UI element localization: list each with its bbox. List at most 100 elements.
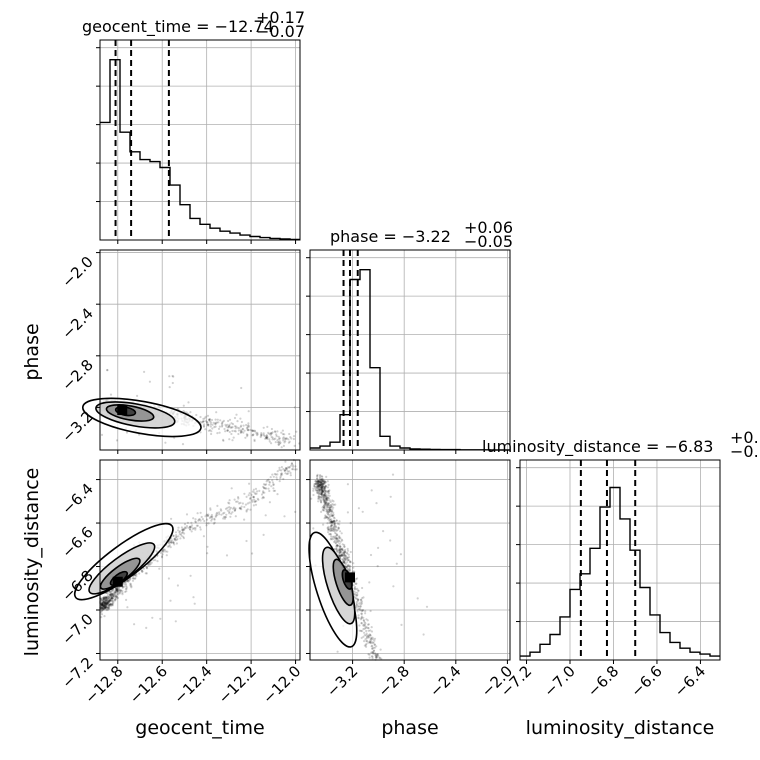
scatter-point	[341, 548, 344, 551]
scatter-point	[357, 589, 360, 592]
scatter-point	[281, 429, 284, 432]
scatter-point	[100, 613, 104, 616]
scatter-point	[328, 519, 331, 522]
scatter-point	[236, 426, 239, 429]
scatter-point	[336, 533, 339, 536]
scatter-point	[317, 480, 320, 483]
scatter-point	[362, 616, 365, 619]
scatter-point	[104, 599, 107, 602]
scatter-point	[264, 487, 267, 490]
scatter-point	[323, 495, 326, 498]
scatter-point	[325, 495, 328, 498]
scatter-point	[279, 475, 282, 478]
scatter-point	[360, 598, 363, 601]
scatter-point	[253, 438, 256, 441]
scatter-point	[107, 601, 110, 604]
scatter-point	[109, 592, 112, 596]
scatter-point	[173, 538, 176, 541]
scatter-point	[343, 561, 346, 565]
scatter-point	[109, 393, 113, 396]
scatter-point	[325, 498, 328, 501]
scatter-point	[271, 436, 274, 439]
scatter-point	[369, 553, 373, 557]
scatter-point	[317, 489, 320, 492]
scatter-point	[177, 526, 180, 529]
scatter-point	[321, 485, 324, 488]
scatter-point	[243, 505, 246, 509]
scatter-point	[332, 513, 335, 516]
scatter-point	[324, 501, 328, 504]
scatter-point	[324, 500, 327, 503]
scatter-point	[346, 483, 349, 486]
scatter-point	[316, 477, 319, 480]
scatter-point	[101, 604, 104, 607]
scatter-point	[320, 500, 323, 503]
scatter-point	[356, 605, 359, 608]
scatter-point	[207, 429, 210, 432]
scatter-point	[315, 485, 318, 488]
scatter-point	[245, 427, 248, 430]
scatter-point	[228, 510, 231, 513]
scatter-point	[352, 584, 355, 587]
scatter-point	[284, 437, 287, 440]
scatter-point	[372, 649, 375, 652]
scatter-point	[377, 546, 380, 550]
scatter-point	[145, 566, 148, 569]
scatter-point	[282, 439, 285, 442]
scatter-point	[324, 486, 327, 489]
scatter-point	[130, 586, 133, 589]
scatter-point	[140, 569, 143, 572]
scatter-point	[355, 601, 358, 604]
scatter-point	[105, 598, 108, 601]
scatter-point	[245, 539, 248, 543]
histogram-geocent_time	[100, 40, 300, 241]
scatter-point	[375, 656, 378, 659]
scatter-point	[318, 483, 321, 487]
scatter-point	[322, 523, 325, 526]
scatter-point	[133, 623, 136, 626]
scatter-point	[378, 656, 381, 660]
scatter-point	[273, 438, 276, 441]
scatter-point	[322, 482, 325, 485]
scatter-point	[326, 498, 329, 501]
scatter-point	[362, 596, 365, 599]
scatter-point	[339, 530, 342, 533]
scatter-point	[285, 467, 288, 470]
scatter-point	[100, 599, 103, 602]
scatter-point	[336, 551, 339, 554]
scatter-point	[175, 535, 178, 538]
scatter-point	[111, 593, 114, 596]
scatter-point	[100, 605, 103, 609]
scatter-point	[359, 605, 362, 608]
scatter-point	[102, 604, 105, 607]
scatter-point	[104, 605, 107, 608]
scatter-point	[338, 537, 341, 540]
scatter-point	[118, 589, 122, 592]
scatter-point	[337, 527, 340, 530]
scatter-point	[182, 535, 185, 538]
scatter-point	[103, 597, 106, 600]
scatter-point	[364, 626, 367, 630]
scatter-point	[353, 587, 356, 590]
scatter-point	[370, 626, 373, 629]
scatter-point	[370, 651, 373, 654]
panel-frame-geocent_time-phase	[99, 249, 301, 451]
scatter-point	[167, 577, 170, 580]
scatter-point	[227, 419, 230, 423]
scatter-point	[314, 479, 318, 482]
scatter-point	[320, 486, 323, 489]
scatter-point	[372, 649, 376, 652]
scatter-point	[326, 512, 329, 515]
scatter-point	[170, 517, 173, 520]
scatter-point	[231, 439, 234, 442]
scatter-point	[371, 647, 374, 650]
scatter-point	[253, 439, 256, 443]
scatter-point	[367, 653, 370, 656]
scatter-point	[128, 578, 131, 582]
scatter-point	[101, 600, 104, 604]
scatter-point	[101, 603, 104, 607]
scatter-point	[253, 500, 256, 503]
scatter-point	[110, 597, 113, 600]
scatter-point	[320, 493, 323, 496]
scatter-point	[101, 602, 104, 605]
